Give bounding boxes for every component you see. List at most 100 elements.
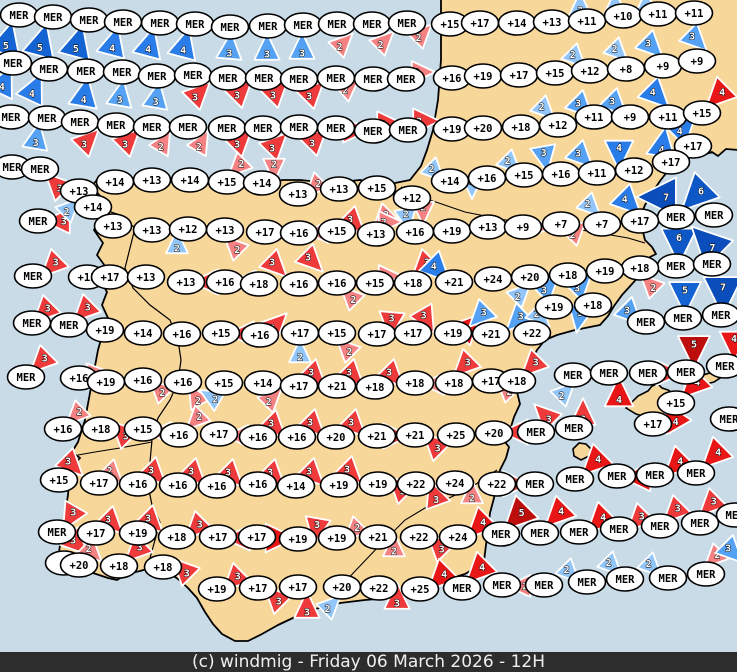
- wind-cone: [288, 337, 312, 364]
- station-label: +19: [129, 528, 148, 540]
- station-label: MER: [328, 19, 348, 31]
- sea-station: MER: [656, 253, 696, 279]
- temp-station: +17: [673, 133, 713, 159]
- wind-force-value: 3: [344, 465, 350, 476]
- station-ellipse: [396, 471, 436, 497]
- wind-force-value: 3: [276, 596, 282, 607]
- wind-force-value: 3: [624, 306, 630, 317]
- station-ellipse: [503, 214, 543, 240]
- station-label: +16: [216, 277, 235, 289]
- wind-cone-shape: [502, 494, 540, 532]
- wind-force-value: 3: [541, 285, 547, 296]
- station-label: MER: [113, 67, 133, 79]
- station-label: MER: [570, 527, 590, 539]
- station-ellipse: [166, 269, 206, 295]
- temp-station: +18: [395, 370, 435, 396]
- station-ellipse: [701, 302, 737, 328]
- station-label: MER: [186, 19, 206, 31]
- temp-station: +16: [279, 271, 319, 297]
- wind-force-value: 3: [435, 443, 441, 454]
- temp-station: +17: [357, 321, 397, 347]
- wind-cone-shape: [529, 94, 556, 121]
- station-ellipse: [597, 463, 637, 489]
- sea-station: MER: [66, 58, 106, 84]
- wind-cone: [544, 494, 578, 528]
- station-ellipse: [118, 520, 158, 546]
- sea-station: MER: [103, 9, 143, 35]
- station-label: +19: [328, 533, 347, 545]
- sea-station: MER: [208, 65, 248, 91]
- station-label: +18: [406, 378, 425, 390]
- wind-cone: [468, 298, 498, 328]
- station-ellipse: [210, 14, 250, 40]
- station-label: MER: [327, 73, 347, 85]
- temp-station: +15: [682, 100, 722, 126]
- wind-cone: [223, 235, 250, 262]
- temp-station: +13: [93, 213, 133, 239]
- station-label: +16: [552, 169, 571, 181]
- sea-station: MER: [49, 312, 89, 338]
- wind-cone-shape: [15, 72, 43, 107]
- station-label: +11: [649, 9, 668, 21]
- station-ellipse: [168, 114, 208, 140]
- station-label: +11: [659, 112, 678, 124]
- station-label: MER: [44, 12, 64, 24]
- station-ellipse: [674, 0, 714, 26]
- sea-station: MER: [388, 117, 428, 143]
- wind-cone-shape: [549, 381, 576, 408]
- temp-station: +20: [474, 420, 514, 446]
- station-label: +13: [177, 277, 196, 289]
- temp-station: +24: [435, 470, 475, 496]
- temp-station: +11: [567, 8, 607, 34]
- station-label: MER: [259, 21, 279, 33]
- wind-force-value: 7: [663, 193, 669, 204]
- temp-station: +16: [541, 161, 581, 187]
- temp-station: +17: [237, 524, 277, 550]
- temp-station: +13: [126, 264, 166, 290]
- station-label: +18: [508, 376, 527, 388]
- sea-station: MER: [555, 466, 595, 492]
- sea-station: MER: [102, 59, 142, 85]
- temp-station: +20: [463, 115, 503, 141]
- wind-cone: [575, 191, 602, 218]
- wind-cone-shape: [677, 335, 711, 371]
- wind-force-value: 3: [314, 520, 320, 531]
- temp-station: +16: [163, 369, 203, 395]
- temp-station: +18: [434, 370, 474, 396]
- station-ellipse: [510, 264, 550, 290]
- wind-cone: [288, 31, 316, 60]
- wind-force-value: 6: [676, 233, 682, 244]
- sea-station: MER: [352, 11, 392, 37]
- temp-station: +15: [355, 270, 395, 296]
- station-ellipse: [686, 561, 726, 587]
- sea-station: MER: [96, 112, 136, 138]
- temp-station: +20: [59, 552, 99, 578]
- wind-force-value: 2: [238, 159, 244, 170]
- station-label: +11: [578, 16, 597, 28]
- temp-station: +19: [433, 320, 473, 346]
- wind-cone: [698, 487, 728, 517]
- wind-force-value: 2: [346, 347, 352, 358]
- station-ellipse: [238, 424, 278, 450]
- sea-station: MER: [666, 359, 706, 385]
- station-label: +15: [366, 278, 385, 290]
- station-label: +10: [614, 11, 633, 23]
- wind-force-value: 2: [159, 388, 165, 399]
- station-label: +14: [253, 178, 272, 190]
- station-label: +15: [212, 328, 231, 340]
- temp-station: +17: [279, 373, 319, 399]
- sea-station: MER: [244, 65, 284, 91]
- wind-cone: [465, 550, 499, 584]
- temp-station: +18: [157, 524, 197, 550]
- station-label: +17: [644, 419, 663, 431]
- wind-force-value: 3: [421, 311, 427, 322]
- station-label: +18: [512, 122, 531, 134]
- station-ellipse: [614, 157, 654, 183]
- station-ellipse: [43, 416, 83, 442]
- station-label: +9: [517, 222, 530, 234]
- station-label: +16: [54, 424, 73, 436]
- station-ellipse: [694, 202, 734, 228]
- station-ellipse: [640, 513, 680, 539]
- wind-force-value: 3: [105, 515, 111, 526]
- station-label: +17: [101, 272, 120, 284]
